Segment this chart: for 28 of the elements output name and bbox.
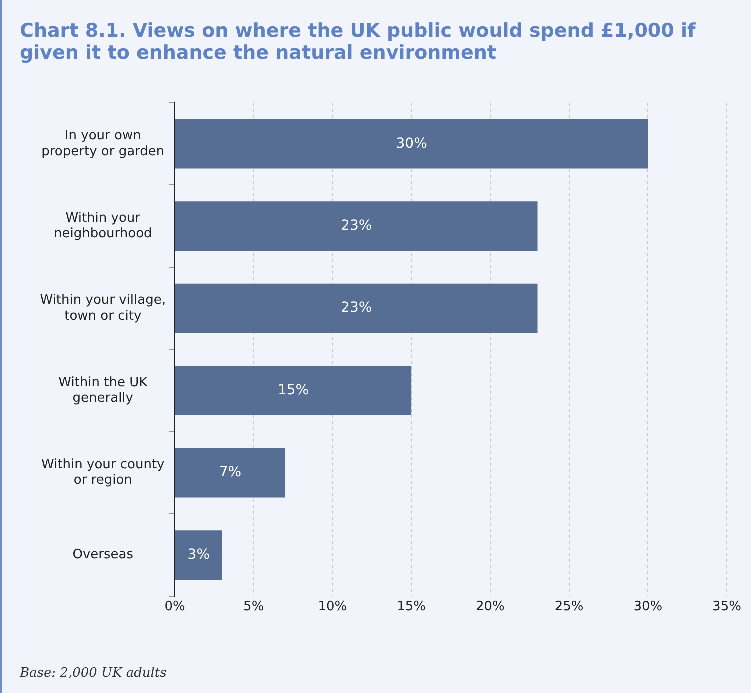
text: Base: 2,000 UK adults xyxy=(20,666,167,681)
y-tick-label: In your own property or garden xyxy=(42,128,165,160)
x-tick-label: 20% xyxy=(476,600,505,615)
y-tick-label: Within your county or region xyxy=(42,458,166,488)
y-tick-label: Within your neighbourhood xyxy=(54,210,152,242)
bar xyxy=(176,119,648,169)
data-label: 7% xyxy=(219,464,242,481)
x-tick-label: 0% xyxy=(164,600,186,615)
y-tick-label: Within your village, town or city xyxy=(40,293,166,324)
bar xyxy=(176,284,538,334)
chart-title: Chart 8.1. Views on where the UK public would spend £1,000 if given it to enhance the natural environment xyxy=(20,20,697,64)
data-label: 15% xyxy=(278,382,310,398)
x-tick-label: 15% xyxy=(397,600,426,615)
x-tick-label: 30% xyxy=(634,600,663,615)
x-tick-label: 10% xyxy=(318,600,348,615)
bar xyxy=(176,530,222,580)
bar xyxy=(176,202,538,252)
data-label: 23% xyxy=(341,218,372,234)
y-tick-label: Within the UK generally xyxy=(58,375,148,406)
x-tick-label: 25% xyxy=(554,600,584,615)
data-label: 23% xyxy=(341,300,372,316)
bar xyxy=(176,448,286,498)
data-label: 3% xyxy=(188,546,210,563)
x-tick-label: 35% xyxy=(712,600,742,615)
y-tick-label: Overseas xyxy=(72,548,134,563)
bar xyxy=(176,366,412,416)
data-label: 30% xyxy=(396,136,428,152)
x-tick-label: 5% xyxy=(244,600,264,615)
